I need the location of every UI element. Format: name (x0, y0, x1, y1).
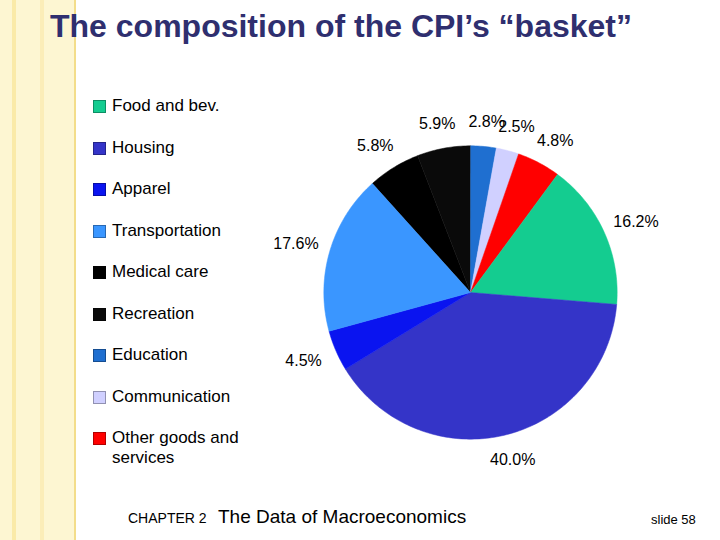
html-text:Medical care: Medical care (112, 262, 209, 281)
html-text:Housing: Housing (112, 137, 175, 157)
html-text:Other goods and services: Other goods and services (112, 428, 239, 467)
html-text:Communication: Communication (112, 386, 231, 406)
html-text:CHAPTER 2: CHAPTER 2 (128, 510, 207, 526)
html-text:The Data of Macroeconomics: The Data of Macroeconomics (218, 506, 467, 527)
svg-text:17.6%: 17.6% (273, 235, 318, 252)
html-text:Food and bev.: Food and bev. (112, 96, 220, 115)
svg-text:16.2%: 16.2% (613, 213, 658, 230)
html-text:slide 58: slide 58 (651, 512, 696, 527)
svg-text:4.8%: 4.8% (537, 132, 573, 149)
svg-text:4.5%: 4.5% (285, 352, 321, 369)
html-text:Apparel: Apparel (112, 179, 171, 198)
svg-text:2.5%: 2.5% (498, 118, 534, 135)
html-text:The composition of the CPI’s “: The composition of the CPI’s “basket” (50, 8, 632, 44)
html-text:Transportation: Transportation (112, 220, 221, 240)
svg-text:5.8%: 5.8% (357, 137, 393, 154)
svg-text:40.0%: 40.0% (490, 451, 535, 468)
svg-text:5.9%: 5.9% (419, 115, 455, 132)
svg-text:2.8%: 2.8% (468, 112, 505, 130)
html-text:Education: Education (112, 345, 188, 364)
html-text:Recreation: Recreation (112, 303, 195, 323)
